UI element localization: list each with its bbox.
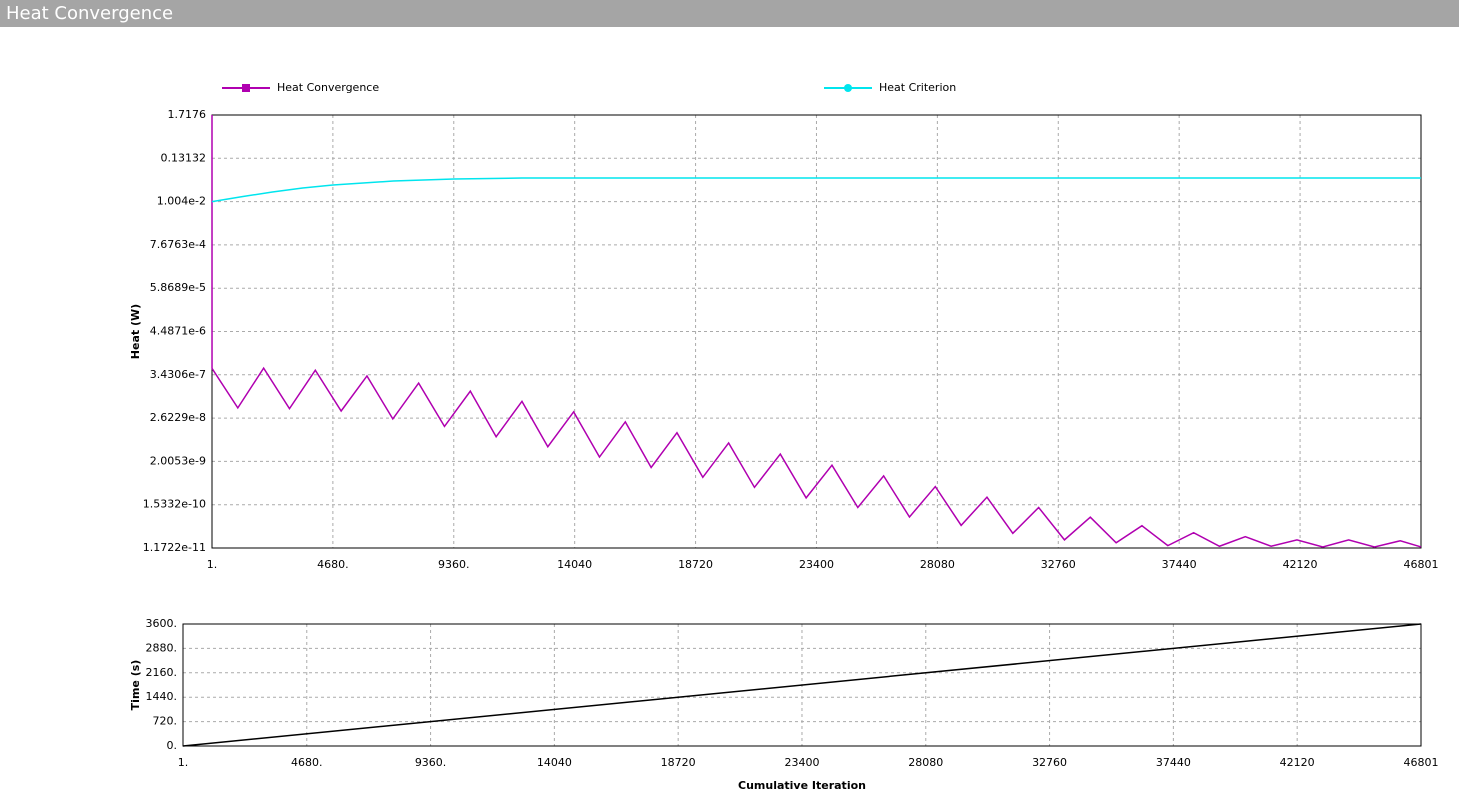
y-tick-label: 1.5332e-10: [143, 498, 206, 511]
x-tick-label: 23400: [799, 558, 834, 571]
x-tick-label: 37440: [1156, 756, 1191, 769]
series-line: [182, 623, 1422, 747]
y-tick-label: 3.4306e-7: [150, 368, 206, 381]
y-tick-label: 720.: [153, 715, 178, 728]
x-tick-label: 1.: [207, 558, 218, 571]
y-tick-label: 2880.: [146, 641, 178, 654]
x-tick-label: 18720: [661, 756, 696, 769]
series-line: [211, 177, 1421, 203]
x-tick-label: 9360.: [415, 756, 447, 769]
x-tick-label: 14040: [557, 558, 592, 571]
legend-label: Heat Criterion: [879, 81, 956, 94]
plot-frame: [182, 623, 1422, 747]
y-tick-label: 1.004e-2: [157, 195, 206, 208]
y-tick-label: 1.7176: [168, 108, 207, 121]
series-line: [211, 114, 1422, 548]
x-tick-label: 32760: [1032, 756, 1067, 769]
y-tick-label: 2.0053e-9: [150, 454, 206, 467]
y-tick-label: 2160.: [146, 666, 178, 679]
y-tick-label: 3600.: [146, 617, 178, 630]
x-tick-label: 14040: [537, 756, 572, 769]
x-tick-label: 32760: [1041, 558, 1076, 571]
legend-marker: [844, 84, 852, 92]
legend-label: Heat Convergence: [277, 81, 379, 94]
x-tick-label: 28080: [908, 756, 943, 769]
y-tick-label: 7.6763e-4: [150, 238, 206, 251]
x-tick-label: 46801: [1404, 756, 1439, 769]
x-tick-label: 4680.: [317, 558, 349, 571]
y-tick-label: 1440.: [146, 690, 178, 703]
x-tick-label: 23400: [784, 756, 819, 769]
window-title: Heat Convergence: [0, 0, 1459, 27]
y-axis-label: Time (s): [129, 660, 142, 711]
y-tick-label: 0.: [167, 739, 178, 752]
x-tick-label: 46801: [1404, 558, 1439, 571]
y-tick-label: 2.6229e-8: [150, 411, 206, 424]
x-tick-label: 42120: [1280, 756, 1315, 769]
y-tick-label: 0.13132: [161, 151, 207, 164]
y-tick-label: 5.8689e-5: [150, 281, 206, 294]
x-axis-label: Cumulative Iteration: [738, 779, 866, 790]
x-tick-label: 4680.: [291, 756, 323, 769]
x-tick-label: 9360.: [438, 558, 470, 571]
x-tick-label: 37440: [1162, 558, 1197, 571]
legend-marker: [242, 84, 250, 92]
x-tick-label: 18720: [678, 558, 713, 571]
x-tick-label: 28080: [920, 558, 955, 571]
y-tick-label: 4.4871e-6: [150, 324, 206, 337]
x-tick-label: 1.: [178, 756, 189, 769]
y-tick-label: 1.1722e-11: [143, 541, 206, 554]
y-axis-label: Heat (W): [129, 304, 142, 359]
x-tick-label: 42120: [1283, 558, 1318, 571]
